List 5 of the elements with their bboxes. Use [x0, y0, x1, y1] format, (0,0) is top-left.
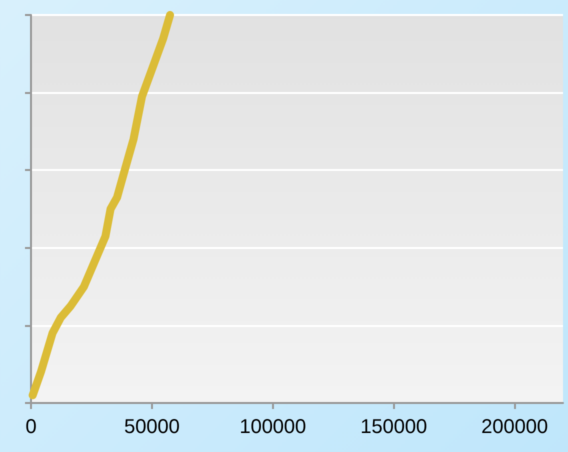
x-tick-label: 50000: [124, 416, 180, 438]
x-tick-label: 200000: [481, 416, 548, 438]
x-tick-label: 150000: [360, 416, 428, 438]
x-tick-label: 0: [25, 416, 37, 438]
x-tick-label: 100000: [239, 416, 306, 438]
